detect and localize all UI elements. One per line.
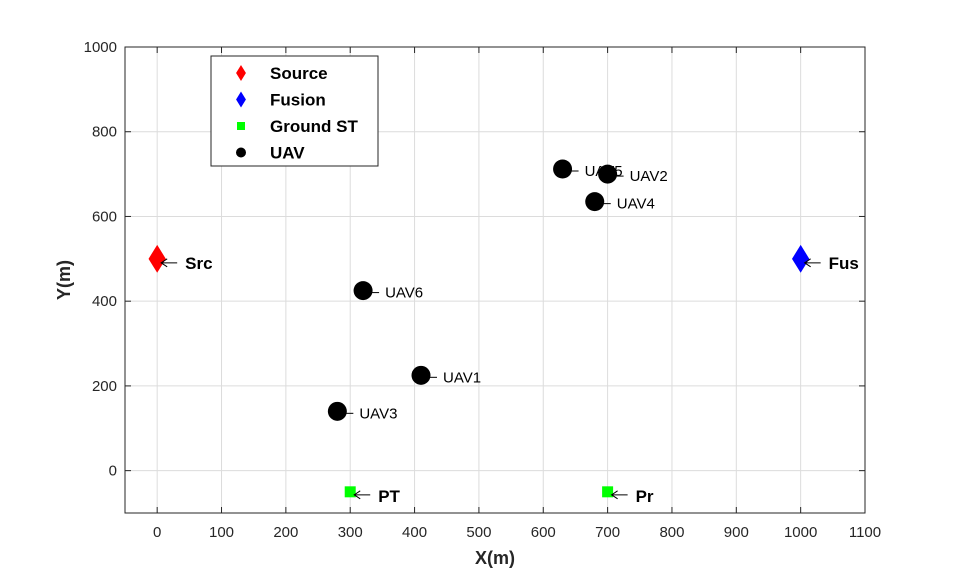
x-tick-label: 900	[724, 524, 749, 541]
x-tick-label: 100	[209, 524, 234, 541]
legend-label: Fusion	[270, 91, 326, 110]
x-tick-label: 800	[659, 524, 684, 541]
legend-circle-marker	[236, 147, 246, 158]
point-label: Pr	[636, 487, 654, 506]
x-tick-label: 400	[402, 524, 427, 541]
square-marker	[602, 486, 614, 498]
point-uav2: UAV2	[598, 164, 668, 185]
circle-marker	[327, 401, 347, 421]
point-label: UAV5	[585, 163, 623, 180]
legend-square-marker	[237, 122, 245, 130]
label-arrow-head	[610, 490, 618, 500]
point-uav6: UAV6	[353, 281, 423, 302]
label-arrow-head	[160, 258, 168, 268]
point-uav1: UAV1	[411, 365, 481, 386]
x-tick-label: 600	[531, 524, 556, 541]
point-uav3: UAV3	[327, 401, 397, 422]
circle-marker	[553, 159, 573, 179]
y-tick-label: 0	[109, 463, 117, 480]
y-tick-label: 1000	[84, 39, 117, 56]
x-tick-label: 500	[466, 524, 491, 541]
x-tick-label: 1100	[849, 524, 881, 541]
point-label: UAV6	[385, 285, 423, 302]
legend-entry-uav: UAV	[236, 144, 305, 163]
point-label: PT	[378, 487, 400, 506]
point-uav5: UAV5	[553, 159, 623, 180]
circle-marker	[411, 365, 431, 385]
label-arrow-head	[803, 258, 811, 268]
legend-label: Ground ST	[270, 117, 358, 136]
point-label: UAV3	[359, 405, 397, 422]
diamond-marker	[148, 244, 166, 273]
y-tick-label: 200	[92, 378, 117, 395]
point-label: UAV2	[630, 168, 668, 185]
point-label: Fus	[829, 254, 859, 273]
square-marker	[344, 486, 356, 498]
legend-label: UAV	[270, 144, 305, 163]
legend: Source Fusion Ground ST UAV	[210, 55, 379, 167]
x-tick-label: 0	[153, 524, 161, 541]
y-axis-label: Y(m)	[54, 260, 74, 300]
legend-entry-fusion: Fusion	[236, 91, 326, 110]
point-label: Src	[185, 254, 212, 273]
point-uav4: UAV4	[585, 192, 655, 213]
point-fus: Fus	[792, 244, 859, 273]
data-points: Src Fus PT Pr UAV1 UAV2 UAV3 UAV4 UAV5 UAV6	[148, 159, 859, 506]
x-tick-label: 200	[273, 524, 298, 541]
x-tick-label: 1000	[784, 524, 817, 541]
diamond-marker	[792, 244, 810, 273]
circle-marker	[598, 164, 618, 184]
x-tick-label: 700	[595, 524, 620, 541]
ticks: 0 100 200 300 400 500 600 700 800 900 1000 1100 0 200…	[84, 39, 882, 541]
x-axis-label: X(m)	[475, 548, 515, 568]
y-tick-label: 600	[92, 208, 117, 225]
circle-marker	[353, 281, 373, 301]
legend-diamond-marker	[236, 91, 246, 108]
point-src: Src	[148, 244, 213, 273]
legend-diamond-marker	[236, 65, 246, 81]
x-tick-label: 300	[338, 524, 363, 541]
y-tick-label: 800	[92, 124, 117, 141]
legend-entry-ground-st: Ground ST	[237, 117, 358, 136]
point-pt: PT	[344, 486, 401, 506]
label-arrow-head	[353, 490, 361, 500]
point-label: UAV4	[617, 196, 655, 213]
axes-box	[124, 46, 866, 514]
point-pr: Pr	[602, 486, 654, 506]
y-tick-label: 400	[92, 293, 117, 310]
circle-marker	[585, 192, 605, 212]
legend-label: Source	[270, 64, 328, 83]
legend-entry-source: Source	[236, 64, 328, 83]
point-label: UAV1	[443, 369, 481, 386]
